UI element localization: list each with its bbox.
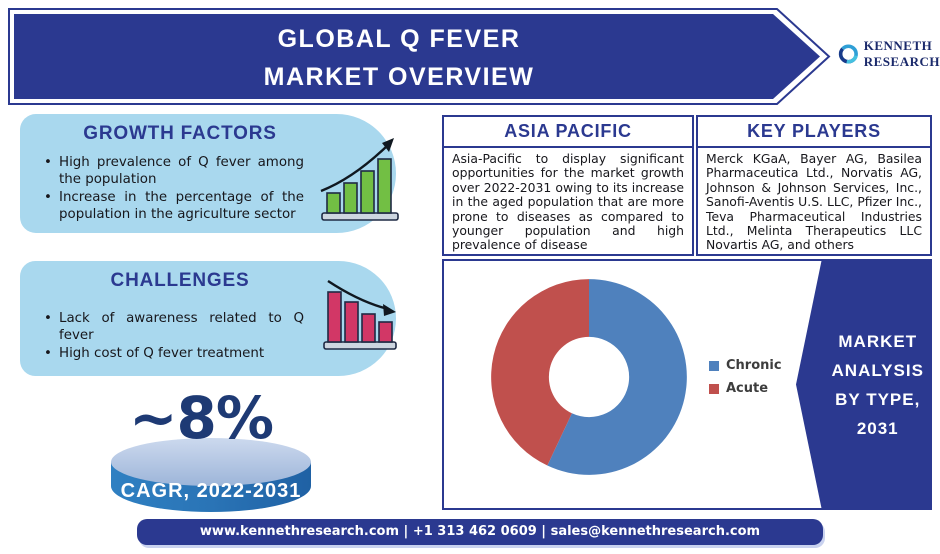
legend-label-chronic: Chronic [726, 358, 782, 373]
market-analysis-label: MARKET ANALYSIS BY TYPE, 2031 [825, 327, 930, 443]
market-analysis-chart-panel: Chronic Acute MARKET ANALYSIS BY TYPE, 2… [442, 259, 932, 510]
asia-pacific-card: ASIA PACIFIC Asia-Pacific to display sig… [442, 115, 694, 256]
cagr-disc-icon [111, 438, 311, 512]
header-banner: GLOBAL Q FEVER MARKET OVERVIEW [8, 8, 832, 105]
legend-swatch-chronic [709, 360, 719, 371]
growth-factor-item: Increase in the percentage of the popula… [42, 190, 304, 223]
logo-wordmark: KENNETH RESEARCH [864, 38, 940, 70]
key-players-title: KEY PLAYERS [698, 117, 930, 148]
page-title-line2: MARKET OVERVIEW [263, 63, 535, 91]
footer-contact-text: www.kennethresearch.com | +1 313 462 060… [199, 524, 761, 539]
asia-pacific-title: ASIA PACIFIC [444, 117, 692, 148]
legend-row-chronic: Chronic [709, 358, 782, 373]
header-arrow-shape [8, 8, 831, 105]
page-title: GLOBAL Q FEVER MARKET OVERVIEW [8, 20, 790, 96]
market-analysis-line: 2031 [856, 418, 899, 438]
donut-slice-chronic [547, 279, 687, 475]
donut-slice-acute [491, 279, 589, 466]
challenges-title: CHALLENGES [110, 270, 250, 291]
rising-bar-chart-icon [320, 138, 399, 221]
market-analysis-line: ANALYSIS [831, 360, 924, 380]
cagr-graphic: ~8% ~8% CAGR, 2022-2031 [100, 384, 322, 518]
declining-bar-chart-icon [323, 279, 397, 350]
market-analysis-line: MARKET [838, 331, 918, 351]
cagr-label: CAGR, 2022-2031 [120, 480, 302, 502]
growth-factors-title: GROWTH FACTORS [83, 123, 277, 144]
legend-row-acute: Acute [709, 381, 782, 396]
donut-chart [491, 279, 687, 475]
logo-word-research: RESEARCH [863, 54, 940, 69]
market-analysis-banner: MARKET ANALYSIS BY TYPE, 2031 [796, 261, 930, 508]
market-analysis-line: BY TYPE, [835, 389, 921, 409]
logo-swirl-icon [838, 44, 858, 64]
legend-swatch-acute [709, 383, 719, 394]
key-players-card: KEY PLAYERS Merck KGaA, Bayer AG, Basile… [696, 115, 932, 256]
growth-factors-card: GROWTH FACTORS High prevalence of Q feve… [20, 114, 399, 233]
asia-pacific-body: Asia-Pacific to display significant oppo… [452, 151, 684, 253]
growth-factors-list: High prevalence of Q fever among the pop… [42, 155, 304, 225]
challenges-list: Lack of awareness related to Q fever Hig… [42, 311, 304, 365]
challenge-item: High cost of Q fever treatment [42, 346, 304, 363]
key-players-body: Merck KGaA, Bayer AG, Basilea Pharmaceut… [706, 151, 922, 253]
legend-label-acute: Acute [726, 381, 769, 396]
footer-contact-bar: www.kennethresearch.com | +1 313 462 060… [137, 519, 823, 545]
chart-legend: Chronic Acute [709, 358, 782, 404]
challenges-card: CHALLENGES Lack of awareness related to … [20, 261, 397, 376]
growth-factor-item: High prevalence of Q fever among the pop… [42, 155, 304, 188]
cagr-value: ~8% [128, 384, 274, 452]
page-title-line1: GLOBAL Q FEVER [277, 25, 521, 53]
challenge-item: Lack of awareness related to Q fever [42, 311, 304, 344]
kenneth-research-logo: KENNETH RESEARCH [836, 26, 940, 82]
logo-word-kenneth: KENNETH [863, 38, 933, 53]
